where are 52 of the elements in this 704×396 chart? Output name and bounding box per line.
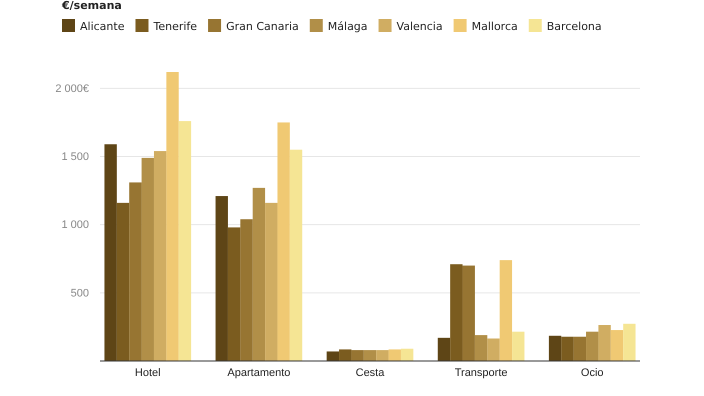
bar [598, 325, 611, 361]
bar [364, 350, 376, 361]
bar [574, 336, 586, 361]
legend-label: Alicante [80, 20, 125, 33]
bar [228, 227, 240, 361]
bar [376, 350, 389, 361]
legend-label: Tenerife [152, 20, 198, 33]
bar [142, 158, 154, 361]
bar [512, 332, 524, 361]
chart-title: €/semana [61, 0, 122, 12]
bar [154, 151, 166, 361]
bar [474, 335, 488, 361]
bar [487, 338, 500, 361]
bar [240, 219, 253, 361]
legend-label: Mallorca [472, 20, 518, 33]
bar [450, 264, 463, 361]
bar [500, 260, 512, 361]
bar [462, 266, 475, 361]
bar [388, 349, 401, 361]
bar [104, 144, 117, 361]
bar [438, 338, 450, 361]
bar [561, 336, 574, 361]
bar [116, 202, 130, 361]
bar [216, 196, 228, 361]
bar [548, 336, 562, 361]
bar [178, 121, 192, 361]
x-tick-label: Cesta [356, 367, 386, 380]
bar [339, 349, 352, 361]
x-tick-label: Transporte [454, 367, 508, 380]
bar [326, 351, 340, 361]
legend-label: Barcelona [546, 20, 602, 33]
bar [623, 324, 636, 361]
bar [252, 188, 266, 361]
legend-label: Valencia [396, 20, 443, 33]
x-tick-label: Ocio [580, 367, 604, 380]
bar [351, 350, 364, 361]
legend-label: Málaga [328, 20, 368, 33]
bar [290, 150, 302, 361]
y-tick-label: 2 000€ [55, 82, 89, 95]
bar [277, 122, 290, 361]
bar [129, 182, 142, 361]
bar [586, 332, 598, 361]
bar [166, 72, 179, 361]
x-tick-label: Hotel [134, 367, 161, 380]
bar [400, 348, 414, 361]
bar [265, 202, 278, 361]
legend-label: Gran Canaria [226, 20, 299, 33]
y-tick-label: 1 000 [61, 219, 89, 232]
x-tick-label: Apartamento [227, 367, 290, 380]
y-tick-label: 500 [70, 287, 89, 300]
y-tick-label: 1 500 [61, 151, 89, 164]
bar [610, 330, 624, 361]
